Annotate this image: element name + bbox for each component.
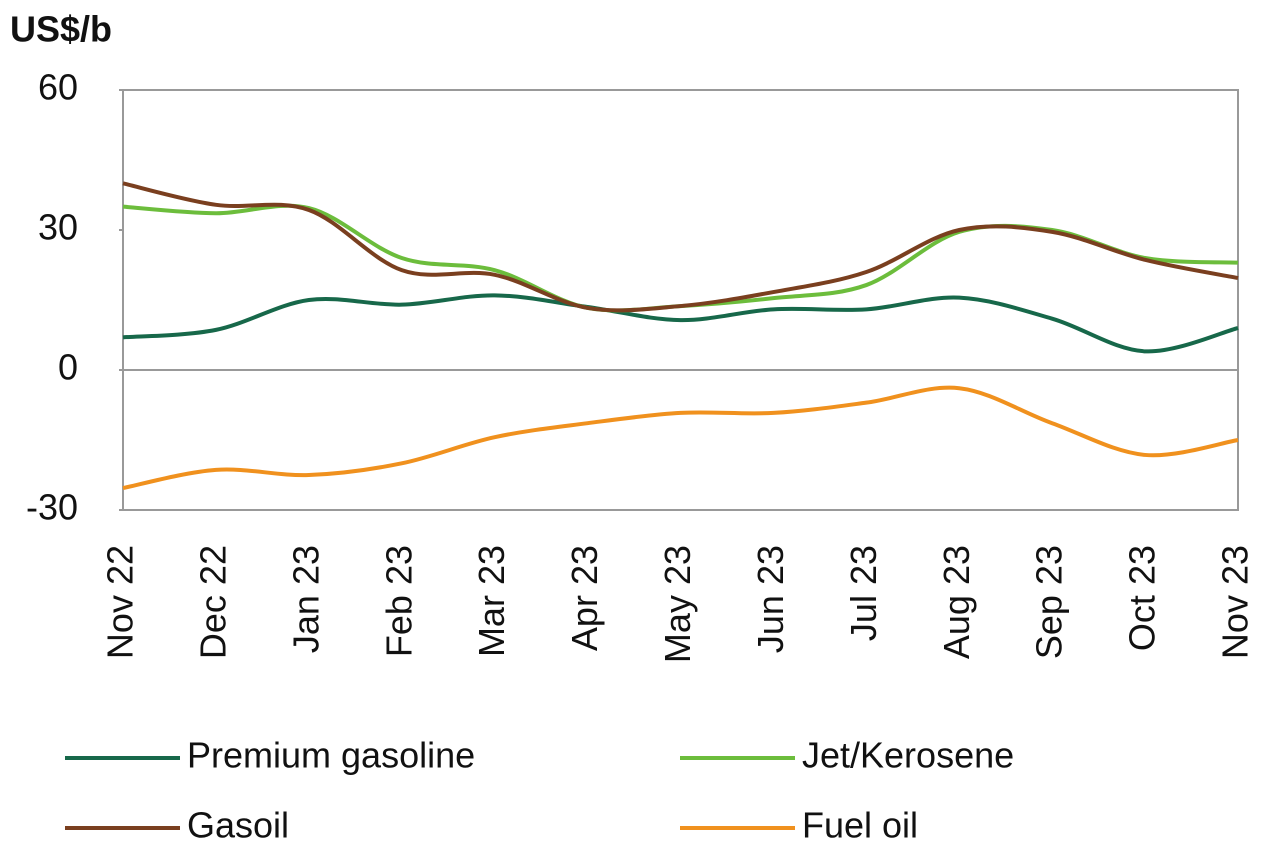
x-tick-label: Nov 23 <box>1215 545 1256 659</box>
legend-label: Jet/Kerosene <box>802 735 1014 776</box>
x-tick-label: Jan 23 <box>285 545 326 653</box>
series-line <box>122 181 1239 313</box>
x-tick-label: May 23 <box>657 545 698 663</box>
x-tick-label: Jun 23 <box>750 545 791 653</box>
x-tick-label: Feb 23 <box>378 545 419 657</box>
x-tick-label: Oct 23 <box>1122 545 1163 651</box>
x-tick-label: Nov 22 <box>100 545 141 659</box>
y-tick-label: 60 <box>38 67 78 108</box>
x-tick-label: Apr 23 <box>564 545 605 651</box>
x-tick-label: Sep 23 <box>1029 545 1070 659</box>
y-tick-label: 30 <box>38 207 78 248</box>
legend-label: Fuel oil <box>802 805 918 846</box>
x-tick-label: Mar 23 <box>471 545 512 657</box>
plot-frame <box>122 89 1239 511</box>
x-tick-label: Aug 23 <box>936 545 977 659</box>
x-tick-label: Dec 22 <box>192 545 233 659</box>
y-tick-label: -30 <box>26 487 78 528</box>
legend-label: Premium gasoline <box>187 735 475 776</box>
y-tick-label: 0 <box>58 347 78 388</box>
x-tick-label: Jul 23 <box>843 545 884 641</box>
series-line <box>122 293 1239 354</box>
y-axis-label: US$/b <box>10 9 112 50</box>
legend-label: Gasoil <box>187 805 289 846</box>
series-line <box>122 385 1239 491</box>
